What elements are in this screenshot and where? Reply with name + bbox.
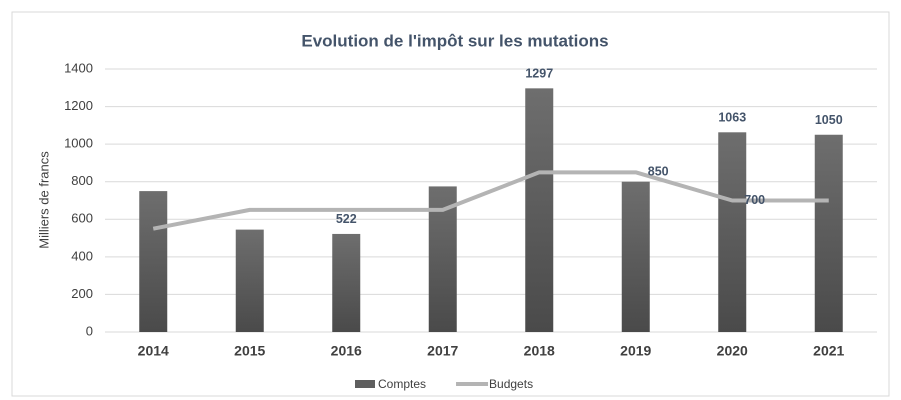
legend-label: Budgets xyxy=(489,377,533,391)
bar xyxy=(621,181,650,332)
y-tick-label: 1000 xyxy=(64,136,93,151)
data-label: 850 xyxy=(648,165,669,179)
y-tick-label: 200 xyxy=(71,286,93,301)
bar xyxy=(139,191,168,332)
y-tick-label: 600 xyxy=(71,211,93,226)
y-tick-label: 0 xyxy=(86,323,93,338)
data-label: 1050 xyxy=(815,113,843,127)
x-tick-label: 2021 xyxy=(813,343,844,359)
y-tick-label: 1400 xyxy=(64,60,93,75)
y-tick-label: 400 xyxy=(71,248,93,263)
bar xyxy=(332,233,361,332)
x-tick-label: 2019 xyxy=(620,343,651,359)
x-tick-label: 2017 xyxy=(427,343,458,359)
x-tick-label: 2020 xyxy=(717,343,748,359)
bar xyxy=(525,88,554,332)
line xyxy=(152,170,829,231)
y-tick-label: 800 xyxy=(71,173,93,188)
data-label: 1297 xyxy=(525,67,553,81)
legend-swatch xyxy=(355,380,375,388)
bar xyxy=(718,132,747,332)
data-label: 1063 xyxy=(718,111,746,125)
x-tick-label: 2016 xyxy=(331,343,362,359)
bar xyxy=(235,229,264,332)
y-tick-label: 1200 xyxy=(64,98,93,113)
x-tick-label: 2015 xyxy=(234,343,265,359)
data-label: 522 xyxy=(336,212,357,226)
x-tick-label: 2018 xyxy=(524,343,555,359)
y-axis-label: Milliers de francs xyxy=(36,151,51,249)
legend-label: Comptes xyxy=(378,377,426,391)
bar xyxy=(814,134,843,332)
x-tick-label: 2014 xyxy=(138,343,169,359)
data-label: 700 xyxy=(744,193,765,207)
chart-title: Evolution de l'impôt sur les mutations xyxy=(301,31,608,50)
